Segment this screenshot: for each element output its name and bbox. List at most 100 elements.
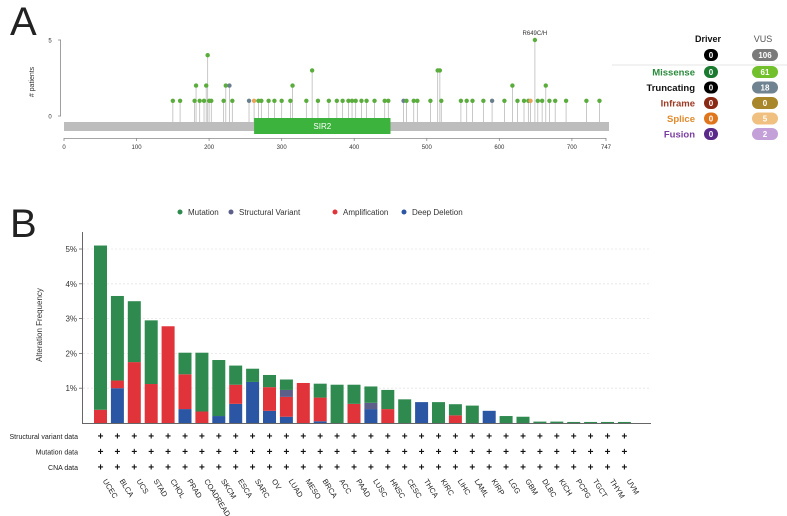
- lollipop-head-missense[interactable]: [192, 98, 197, 104]
- bar-lihc-mutation[interactable]: [448, 404, 462, 416]
- lollipop-head-missense[interactable]: [326, 98, 332, 104]
- lollipop-head-splice[interactable]: [528, 98, 533, 104]
- bar-sarc-deep-deletion[interactable]: [246, 381, 260, 423]
- bar-paad-mutation[interactable]: [347, 384, 361, 404]
- lollipop-head-missense[interactable]: [272, 98, 277, 104]
- bar-hnsc-amplification[interactable]: [381, 409, 395, 423]
- lollipop-head-missense[interactable]: [458, 98, 464, 104]
- bar-brca-amplification[interactable]: [313, 397, 327, 422]
- bar-coadread-mutation[interactable]: [195, 352, 209, 412]
- fusion-driver-pill[interactable]: [704, 128, 718, 140]
- lollipop-head-missense[interactable]: [502, 98, 507, 104]
- bar-cesc-mutation[interactable]: [398, 399, 412, 423]
- bar-chol-amplification[interactable]: [161, 326, 175, 423]
- bar-blca-mutation[interactable]: [110, 295, 124, 381]
- bar-coadread-amplification[interactable]: [195, 411, 209, 423]
- lollipop-head-missense[interactable]: [304, 98, 309, 104]
- bar-lusc-mutation[interactable]: [364, 386, 378, 403]
- overall-driver-pill[interactable]: [704, 49, 718, 61]
- bar-ucs-amplification[interactable]: [127, 362, 141, 423]
- lollipop-head-missense[interactable]: [372, 98, 377, 104]
- bar-luad-amplification[interactable]: [279, 396, 293, 417]
- truncating-vus-pill[interactable]: [752, 81, 778, 94]
- missense-driver-pill[interactable]: [704, 66, 718, 78]
- lollipop-head-missense[interactable]: [334, 98, 340, 104]
- bar-paad-amplification[interactable]: [347, 403, 361, 423]
- lollipop-head-truncating[interactable]: [246, 98, 252, 104]
- lollipop-head-missense[interactable]: [543, 83, 548, 88]
- bar-esca-deep-deletion[interactable]: [229, 403, 243, 423]
- bar-lgg-mutation[interactable]: [499, 416, 513, 423]
- lollipop-head-missense[interactable]: [439, 98, 444, 104]
- bar-kirc-mutation[interactable]: [432, 402, 445, 423]
- lollipop-head-missense[interactable]: [359, 98, 364, 104]
- lollipop-head-missense[interactable]: [532, 37, 538, 43]
- lollipop-head-missense[interactable]: [428, 98, 433, 104]
- bar-brca-deep-deletion[interactable]: [313, 421, 327, 423]
- bar-ucec-amplification[interactable]: [94, 409, 107, 423]
- bar-acc-mutation[interactable]: [330, 384, 344, 423]
- legend-item-amplification[interactable]: Amplification: [343, 208, 388, 217]
- bar-esca-mutation[interactable]: [229, 365, 243, 385]
- lollipop-head-missense[interactable]: [597, 98, 602, 104]
- bar-ov-amplification[interactable]: [263, 387, 276, 411]
- bar-thym-mutation[interactable]: [601, 421, 614, 423]
- bar-kirp-deep-deletion[interactable]: [482, 410, 496, 423]
- bar-kich-mutation[interactable]: [550, 421, 564, 423]
- lollipop-head-missense[interactable]: [279, 98, 284, 104]
- bar-prad-amplification[interactable]: [178, 374, 192, 410]
- truncating-driver-pill[interactable]: [704, 81, 718, 94]
- lollipop-head-missense[interactable]: [205, 53, 210, 58]
- bar-pcpg-mutation[interactable]: [567, 421, 581, 423]
- bar-dlbc-mutation[interactable]: [533, 421, 547, 423]
- lollipop-head-missense[interactable]: [221, 98, 226, 104]
- fusion-vus-pill[interactable]: [752, 128, 778, 140]
- missense-vus-pill[interactable]: [752, 66, 778, 78]
- bar-uvm-mutation[interactable]: [617, 421, 631, 423]
- splice-vus-pill[interactable]: [752, 112, 778, 125]
- lollipop-head-missense[interactable]: [386, 98, 391, 104]
- bar-stad-amplification[interactable]: [144, 384, 158, 423]
- bar-prad-mutation[interactable]: [178, 352, 192, 375]
- bar-blca-deep-deletion[interactable]: [110, 388, 124, 423]
- lollipop-head-missense[interactable]: [288, 98, 293, 104]
- lollipop-head-missense[interactable]: [204, 83, 209, 88]
- bar-brca-mutation[interactable]: [313, 383, 327, 398]
- lollipop-head-missense[interactable]: [563, 98, 569, 104]
- lollipop-head-missense[interactable]: [470, 98, 475, 104]
- lollipop-head-missense[interactable]: [309, 68, 315, 73]
- lollipop-head-missense[interactable]: [535, 98, 540, 104]
- splice-driver-pill[interactable]: [704, 112, 718, 125]
- bar-ucec-mutation[interactable]: [94, 245, 107, 410]
- lollipop-head-missense[interactable]: [539, 98, 545, 104]
- lollipop-head-missense[interactable]: [553, 98, 558, 104]
- lollipop-head-missense[interactable]: [170, 98, 176, 104]
- legend-item-structural-variant[interactable]: Structural Variant: [239, 208, 301, 217]
- bar-prad-deep-deletion[interactable]: [178, 409, 192, 423]
- bar-luad-deep-deletion[interactable]: [279, 416, 293, 423]
- bar-ov-deep-deletion[interactable]: [263, 410, 276, 423]
- lollipop-head-missense[interactable]: [259, 98, 264, 104]
- lollipop-head-missense[interactable]: [584, 98, 589, 104]
- bar-stad-mutation[interactable]: [144, 320, 158, 385]
- bar-skcm-deep-deletion[interactable]: [212, 416, 226, 423]
- lollipop-head-missense[interactable]: [223, 83, 229, 88]
- lollipop-head-missense[interactable]: [404, 98, 409, 104]
- bar-ov-mutation[interactable]: [263, 374, 276, 388]
- bar-hnsc-mutation[interactable]: [381, 389, 395, 410]
- bar-meso-amplification[interactable]: [296, 382, 310, 423]
- bar-blca-amplification[interactable]: [110, 380, 124, 389]
- bar-thca-deep-deletion[interactable]: [415, 402, 429, 423]
- lollipop-head-missense[interactable]: [197, 98, 202, 104]
- bar-lusc-deep-deletion[interactable]: [364, 409, 378, 423]
- lollipop-head-missense[interactable]: [346, 98, 351, 104]
- lollipop-head-missense[interactable]: [515, 98, 520, 104]
- legend-item-mutation[interactable]: Mutation: [188, 208, 219, 217]
- bar-lusc-structural-variant[interactable]: [364, 402, 378, 410]
- bar-lihc-amplification[interactable]: [448, 415, 462, 423]
- lollipop-head-missense[interactable]: [349, 98, 355, 104]
- lollipop-head-splice[interactable]: [251, 98, 257, 104]
- sir2-domain[interactable]: [254, 118, 391, 134]
- lollipop-head-missense[interactable]: [177, 98, 183, 104]
- lollipop-head-missense[interactable]: [193, 83, 199, 88]
